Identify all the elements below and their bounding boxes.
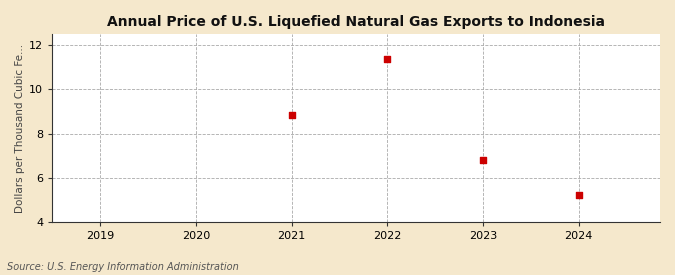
Text: Source: U.S. Energy Information Administration: Source: U.S. Energy Information Administ… [7,262,238,272]
Y-axis label: Dollars per Thousand Cubic Fe...: Dollars per Thousand Cubic Fe... [15,43,25,213]
Point [477,157,488,162]
Point [382,57,393,61]
Point [573,192,584,197]
Title: Annual Price of U.S. Liquefied Natural Gas Exports to Indonesia: Annual Price of U.S. Liquefied Natural G… [107,15,605,29]
Point [286,112,297,117]
